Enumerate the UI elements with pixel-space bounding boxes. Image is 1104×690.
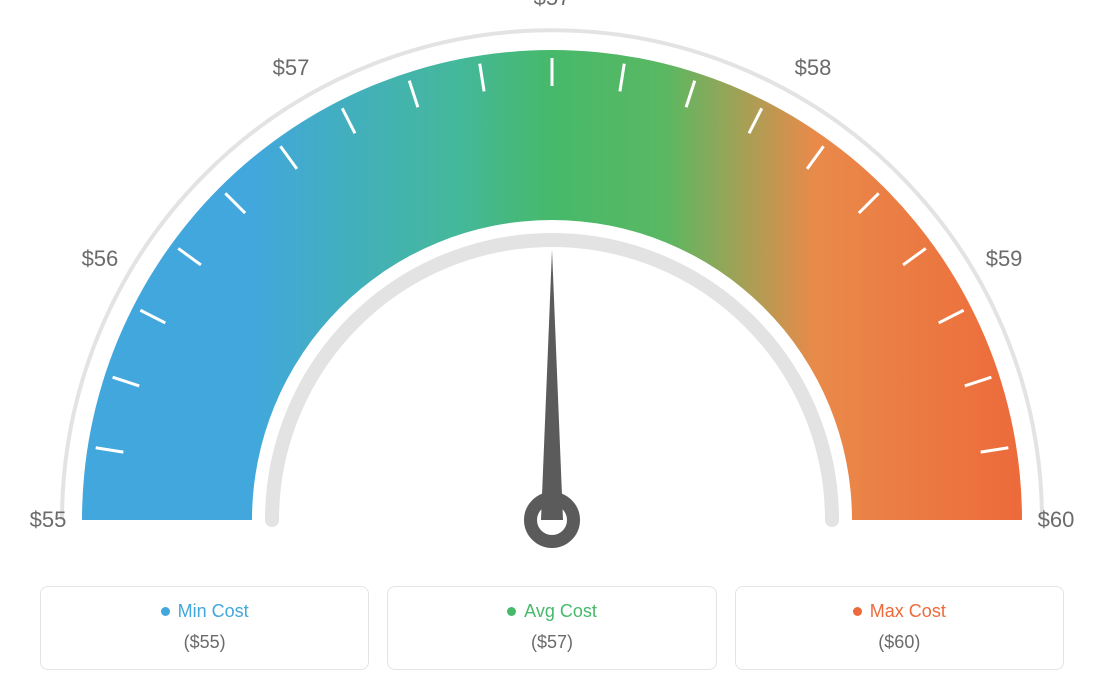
legend-max-label: Max Cost <box>746 601 1053 622</box>
legend: Min Cost ($55) Avg Cost ($57) Max Cost (… <box>40 586 1064 670</box>
gauge-tick-label: $56 <box>82 246 119 272</box>
legend-min-value: ($55) <box>51 632 358 653</box>
dot-icon <box>507 607 516 616</box>
gauge-tick-label: $60 <box>1038 507 1075 533</box>
legend-avg-text: Avg Cost <box>524 601 597 622</box>
legend-min: Min Cost ($55) <box>40 586 369 670</box>
gauge-tick-label: $57 <box>273 55 310 81</box>
legend-max-text: Max Cost <box>870 601 946 622</box>
legend-min-text: Min Cost <box>178 601 249 622</box>
legend-avg-value: ($57) <box>398 632 705 653</box>
gauge-tick-label: $59 <box>986 246 1023 272</box>
gauge-svg <box>0 0 1104 560</box>
gauge-tick-label: $55 <box>30 507 67 533</box>
gauge-tick-label: $58 <box>795 55 832 81</box>
legend-min-label: Min Cost <box>51 601 358 622</box>
dot-icon <box>161 607 170 616</box>
legend-max-value: ($60) <box>746 632 1053 653</box>
legend-avg-label: Avg Cost <box>398 601 705 622</box>
gauge-tick-label: $57 <box>534 0 571 11</box>
legend-max: Max Cost ($60) <box>735 586 1064 670</box>
legend-avg: Avg Cost ($57) <box>387 586 716 670</box>
gauge-chart: $55 $56 $57 $57 $58 $59 $60 <box>0 0 1104 560</box>
dot-icon <box>853 607 862 616</box>
